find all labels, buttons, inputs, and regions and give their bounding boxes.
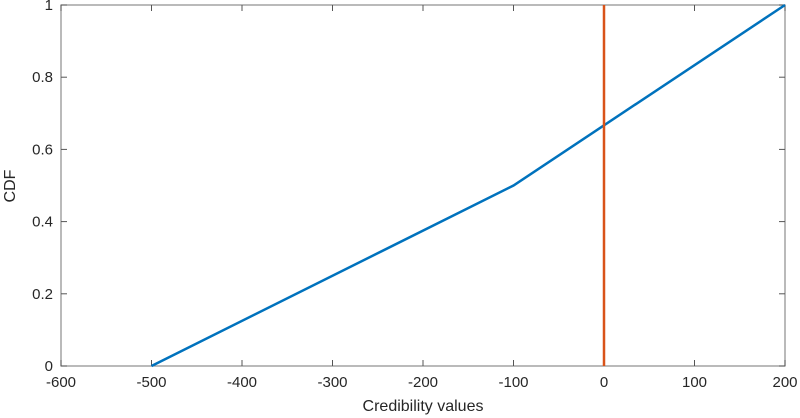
x-tick-label: -400 (227, 374, 257, 391)
y-tick-label: 0.8 (32, 69, 53, 86)
x-tick-label: -200 (408, 374, 438, 391)
plot-box (60, 4, 786, 367)
x-tick-label: -500 (136, 374, 166, 391)
x-tick-label: 100 (682, 374, 707, 391)
series-group (150, 3, 786, 368)
x-axis-label: Credibility values (363, 398, 484, 415)
x-tick-label: -600 (46, 374, 76, 391)
y-tick-label: 0.6 (32, 141, 53, 158)
x-tick-label: 0 (600, 374, 608, 391)
x-tick-label: -300 (317, 374, 347, 391)
y-tick-label: 0 (45, 358, 53, 375)
axes: -600 -500 -400 -300 -200 -100 0 100 200 0 0.2 0.4 0.… (32, 0, 797, 391)
y-tick-label: 0.2 (32, 286, 53, 303)
x-tick-label: -100 (498, 374, 528, 391)
series-line-cdf (150, 3, 786, 368)
x-tick-label: 200 (772, 374, 797, 391)
y-tick-label: 0.4 (32, 214, 53, 231)
y-tick-label: 1 (45, 0, 53, 14)
y-axis-label: CDF (2, 169, 19, 202)
